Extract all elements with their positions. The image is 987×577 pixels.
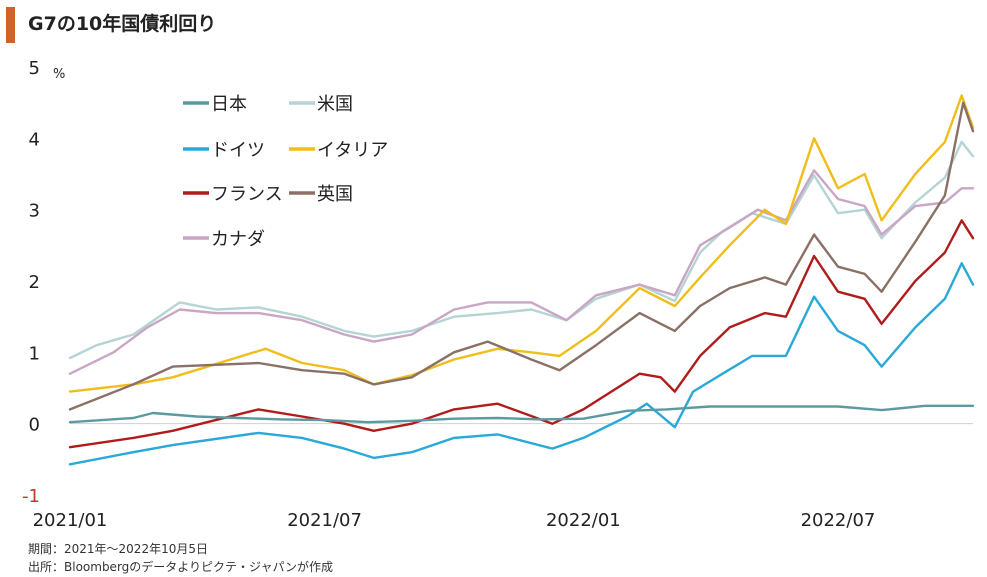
x-tick-label: 2022/07 — [801, 510, 876, 531]
chart-title: G7の10年国債利回り — [28, 13, 217, 35]
legend-label: フランス — [211, 184, 283, 205]
x-tick-label: 2021/07 — [287, 510, 362, 531]
legend-label: ドイツ — [211, 140, 265, 161]
series-line — [68, 219, 975, 449]
series-line — [68, 94, 975, 393]
legend-label: イタリア — [317, 140, 388, 161]
legend-label: 米国 — [317, 94, 353, 115]
series-line — [68, 101, 975, 411]
series-line — [68, 404, 975, 424]
source-note: 出所：Bloombergのデータよりピクテ・ジャパンが作成 — [28, 560, 334, 574]
y-unit-label: % — [53, 67, 65, 82]
title-accent-bar — [6, 7, 15, 43]
x-tick-label: 2022/01 — [546, 510, 621, 531]
y-tick-label: 4 — [29, 129, 40, 150]
legend-label: 日本 — [211, 94, 247, 115]
y-tick-label: 5 — [29, 58, 40, 79]
series-line — [68, 169, 975, 375]
y-tick-label: 3 — [29, 201, 40, 222]
y-tick-label: 0 — [29, 415, 40, 436]
y-tick-label: 1 — [29, 343, 40, 364]
legend-label: 英国 — [317, 184, 353, 205]
period-note: 期間：2021年～2022年10月5日 — [28, 542, 208, 556]
y-tick-label: -1 — [22, 486, 40, 507]
y-tick-label: 2 — [29, 272, 40, 293]
series-line — [68, 262, 975, 466]
legend-label: カナダ — [211, 229, 265, 250]
series-line — [68, 140, 975, 360]
x-tick-label: 2021/01 — [33, 510, 108, 531]
